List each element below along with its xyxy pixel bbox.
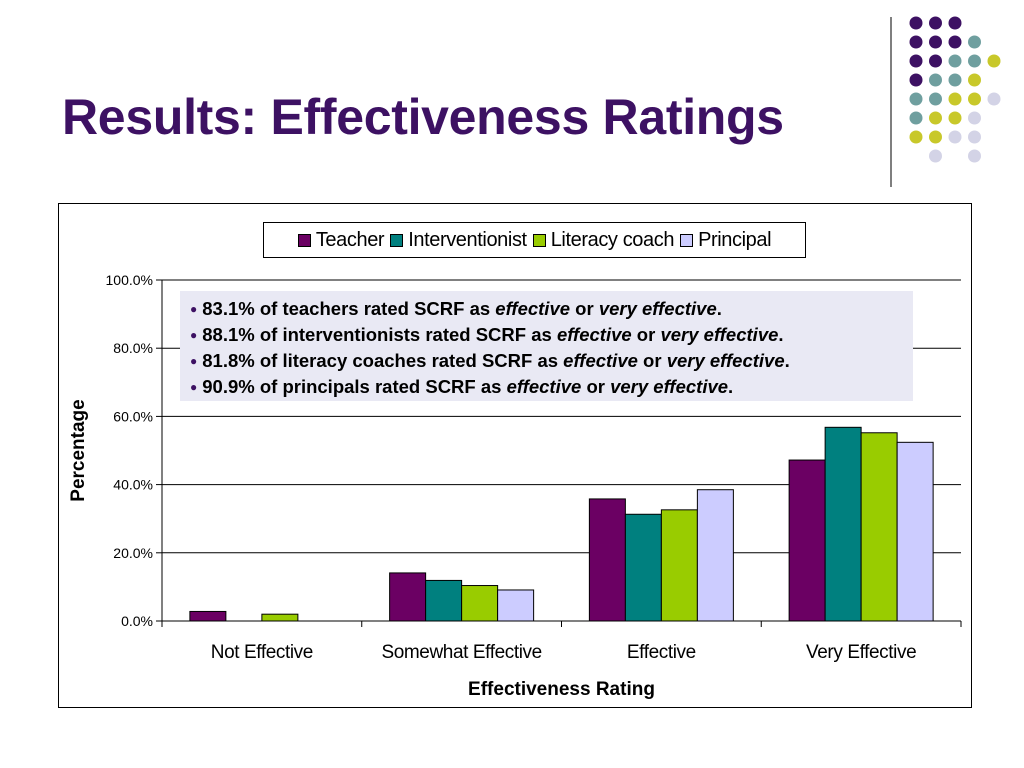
decor-dot	[968, 73, 981, 87]
decor-dot	[909, 35, 923, 49]
y-tick-label: 40.0%	[113, 477, 153, 493]
bullet-icon: ●	[190, 302, 198, 316]
decor-dot	[968, 35, 981, 49]
note-interventionists: ● 88.1% of interventionists rated SCRF as…	[190, 324, 784, 345]
bar-literacy-coach	[461, 585, 499, 622]
y-tick-label: 60.0%	[113, 408, 153, 424]
decor-dot	[987, 92, 1001, 106]
decor-dot	[929, 16, 942, 30]
decor-dot	[929, 111, 942, 125]
legend-item-teacher: Teacher	[297, 228, 385, 252]
bar-principal	[696, 489, 734, 622]
y-tick-label: 100.0%	[106, 272, 153, 288]
x-axis-title: Effectiveness Rating	[468, 679, 655, 700]
bar-chart: 0.0% 20.0% 40.0% 60.0% 80.0% 100.0% Not Effect…	[68, 272, 962, 700]
decor-dot	[929, 92, 942, 106]
decor-dot	[968, 111, 981, 125]
decor-dot	[968, 130, 981, 144]
bar-principal	[497, 589, 535, 622]
legend-swatch-teacher	[297, 233, 311, 247]
decor-dot	[948, 73, 962, 87]
decor-dot	[948, 35, 962, 49]
y-axis-title: Percentage	[68, 399, 89, 501]
decor-dot	[929, 149, 942, 163]
decor-dot	[948, 130, 962, 144]
bar-principal	[896, 441, 934, 622]
x-tick-label: Effective	[627, 642, 696, 663]
decor-dot	[948, 92, 962, 106]
note-literacy-coaches: ● 81.8% of literacy coaches rated SCRF as…	[190, 350, 790, 371]
decor-dot	[968, 54, 981, 68]
legend-swatch-interventionist	[390, 233, 404, 247]
summary-notes-box: ● 83.1% of teachers rated SCRF as effecti…	[180, 291, 913, 401]
legend-swatch-principal	[680, 233, 694, 247]
bullet-icon: ●	[190, 380, 198, 394]
decor-dot	[909, 16, 923, 30]
bar-interventionist	[624, 513, 662, 622]
bar-teacher	[588, 498, 626, 622]
bullet-icon: ●	[190, 354, 198, 368]
bullet-icon: ●	[190, 328, 198, 342]
decor-dot	[929, 130, 942, 144]
decor-dot	[929, 73, 942, 87]
decor-dot	[987, 54, 1001, 68]
decor-dot	[929, 35, 942, 49]
decor-dot	[968, 149, 981, 163]
note-teachers: ● 83.1% of teachers rated SCRF as effecti…	[190, 298, 722, 319]
x-tick-label: Very Effective	[806, 642, 916, 663]
decor-dot	[909, 73, 923, 87]
chart-legend: Teacher Interventionist Literacy coach P…	[263, 222, 806, 258]
decor-dot	[948, 16, 962, 30]
note-principals: ● 90.9% of principals rated SCRF as effec…	[190, 376, 734, 397]
decor-dot	[909, 92, 923, 106]
legend-label-principal: Principal	[698, 228, 772, 251]
legend-item-principal: Principal	[680, 228, 772, 252]
decor-dot	[929, 54, 942, 68]
page-title: Results: Effectiveness Ratings	[62, 89, 784, 145]
bar-interventionist	[425, 579, 463, 622]
y-tick-label: 80.0%	[113, 340, 153, 356]
bar-literacy-coach	[660, 509, 698, 622]
decor-dot	[909, 111, 923, 125]
x-tick-label: Somewhat Effective	[381, 642, 541, 663]
y-tick-label: 0.0%	[121, 613, 153, 629]
bar-teacher	[189, 610, 227, 622]
bar-teacher	[788, 459, 826, 622]
legend-label-literacy-coach: Literacy coach	[550, 228, 675, 251]
bar-teacher	[389, 572, 427, 622]
x-tick-label: Not Effective	[211, 642, 313, 663]
legend-item-literacy-coach: Literacy coach	[532, 228, 675, 252]
bar-literacy-coach	[860, 432, 898, 622]
y-tick-label: 20.0%	[113, 545, 153, 561]
bar-interventionist	[824, 426, 862, 622]
decor-dot	[968, 92, 981, 106]
legend-swatch-literacy-coach	[532, 233, 546, 247]
decor-dot	[909, 130, 923, 144]
legend-label-interventionist: Interventionist	[408, 228, 527, 251]
title-divider	[890, 17, 892, 187]
bar-literacy-coach	[261, 613, 299, 622]
decor-dot	[948, 54, 962, 68]
decor-dot	[909, 54, 923, 68]
legend-label-teacher: Teacher	[315, 228, 385, 251]
chart-frame	[58, 203, 972, 708]
decor-dot	[948, 111, 962, 125]
legend-item-interventionist: Interventionist	[390, 229, 527, 252]
decorative-dot-grid	[909, 16, 1001, 163]
